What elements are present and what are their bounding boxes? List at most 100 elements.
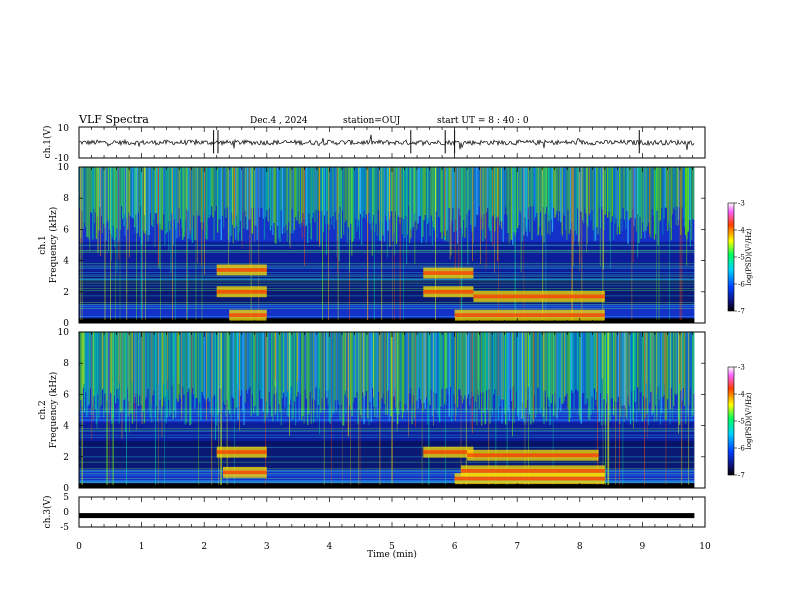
spectral-column bbox=[415, 167, 417, 221]
spectral-column bbox=[535, 167, 537, 218]
spectral-column bbox=[322, 167, 324, 232]
spectral-column bbox=[622, 167, 624, 208]
spectral-column bbox=[79, 332, 81, 410]
spectral-column bbox=[89, 167, 92, 213]
spectral-column bbox=[154, 167, 156, 213]
ch1-ytick-bottom: -10 bbox=[55, 154, 70, 164]
time-axis-tick-label: 10 bbox=[699, 542, 711, 552]
spectral-column bbox=[674, 167, 676, 210]
colorbar-tick-label: -6 bbox=[738, 281, 745, 289]
spectral-column bbox=[173, 167, 176, 220]
spectral-column bbox=[680, 332, 682, 391]
spectral-column bbox=[333, 167, 335, 229]
spectral-column bbox=[478, 332, 480, 409]
spectral-column bbox=[403, 332, 405, 413]
spectral-column bbox=[603, 332, 605, 400]
spectral-column bbox=[479, 332, 482, 393]
spectral-column bbox=[320, 167, 322, 245]
spectral-column bbox=[551, 332, 554, 395]
spectral-column bbox=[537, 167, 539, 236]
spectral-column bbox=[290, 167, 292, 234]
spectral-column bbox=[241, 167, 243, 241]
spectral-column bbox=[545, 167, 548, 207]
emission-band-core bbox=[216, 289, 267, 294]
spectral-column bbox=[241, 332, 243, 391]
spectral-column bbox=[265, 167, 267, 217]
header-start-time: start UT = 8 : 40 : 0 bbox=[437, 116, 529, 126]
spectral-column bbox=[94, 167, 96, 213]
spectral-column bbox=[85, 332, 87, 393]
spectral-column bbox=[232, 332, 234, 399]
colorbar-tick-label: -4 bbox=[738, 227, 745, 235]
spectral-column bbox=[661, 167, 663, 209]
spectral-column bbox=[683, 167, 686, 228]
spectral-column bbox=[181, 167, 183, 229]
spectral-column bbox=[370, 167, 372, 231]
spectral-column bbox=[160, 167, 162, 230]
spectral-column bbox=[279, 167, 281, 243]
spectral-column bbox=[369, 167, 371, 224]
spectral-column bbox=[269, 167, 272, 231]
spectral-column bbox=[377, 167, 380, 210]
spectral-column bbox=[175, 167, 177, 230]
spectral-column bbox=[559, 167, 561, 212]
spectral-column bbox=[464, 332, 466, 396]
spectral-column bbox=[81, 332, 83, 407]
spectral-column bbox=[273, 167, 275, 223]
spectral-column bbox=[655, 332, 657, 406]
spectral-column bbox=[638, 167, 640, 243]
spectral-column bbox=[305, 332, 308, 399]
spectral-column bbox=[628, 167, 630, 220]
spectral-column bbox=[490, 332, 492, 411]
spectral-column bbox=[206, 332, 208, 400]
spectral-column bbox=[470, 167, 472, 225]
spectral-column bbox=[139, 332, 141, 396]
spectral-column bbox=[670, 167, 672, 241]
spectral-column bbox=[292, 332, 294, 419]
spectral-column bbox=[688, 167, 690, 221]
spectral-column bbox=[667, 167, 669, 231]
spectral-column bbox=[610, 332, 612, 399]
spectral-column bbox=[633, 332, 635, 391]
spectral-column bbox=[347, 167, 350, 228]
spectral-column bbox=[237, 332, 239, 420]
spectral-column bbox=[665, 167, 668, 208]
spectral-column bbox=[639, 332, 641, 393]
spectral-column bbox=[386, 332, 388, 394]
spectral-column bbox=[164, 332, 166, 401]
spectral-column bbox=[401, 332, 404, 419]
spectral-column bbox=[262, 332, 264, 412]
spectral-column bbox=[544, 332, 546, 391]
spectral-column bbox=[141, 167, 143, 245]
spectral-column bbox=[328, 167, 330, 231]
spectral-column bbox=[357, 332, 359, 425]
spectral-column bbox=[484, 332, 486, 425]
spectral-column bbox=[257, 167, 260, 208]
spectral-column bbox=[687, 167, 689, 232]
spectral-column bbox=[491, 332, 494, 417]
spectral-column bbox=[567, 167, 569, 210]
spectral-column bbox=[596, 332, 598, 407]
spectral-column bbox=[213, 167, 215, 241]
spectral-column bbox=[440, 332, 442, 407]
spectral-column bbox=[593, 332, 596, 389]
spectral-column bbox=[149, 167, 152, 214]
spectral-column bbox=[107, 332, 110, 414]
spectral-column bbox=[428, 167, 430, 222]
spectral-column bbox=[191, 167, 194, 243]
spectral-column bbox=[589, 332, 591, 421]
spectral-column bbox=[182, 167, 184, 240]
spectral-column bbox=[334, 167, 336, 213]
spectral-column bbox=[634, 332, 636, 402]
spectral-column bbox=[136, 167, 138, 234]
spectral-column bbox=[361, 167, 363, 245]
spectral-column bbox=[671, 167, 674, 215]
spectral-column bbox=[259, 332, 261, 391]
spectral-column bbox=[345, 167, 347, 221]
spectral-column bbox=[349, 332, 351, 406]
spectral-column bbox=[477, 167, 479, 216]
spectral-column bbox=[649, 332, 651, 403]
spectral-column bbox=[436, 332, 438, 414]
spectral-column bbox=[673, 332, 675, 407]
spectral-column bbox=[641, 167, 644, 223]
